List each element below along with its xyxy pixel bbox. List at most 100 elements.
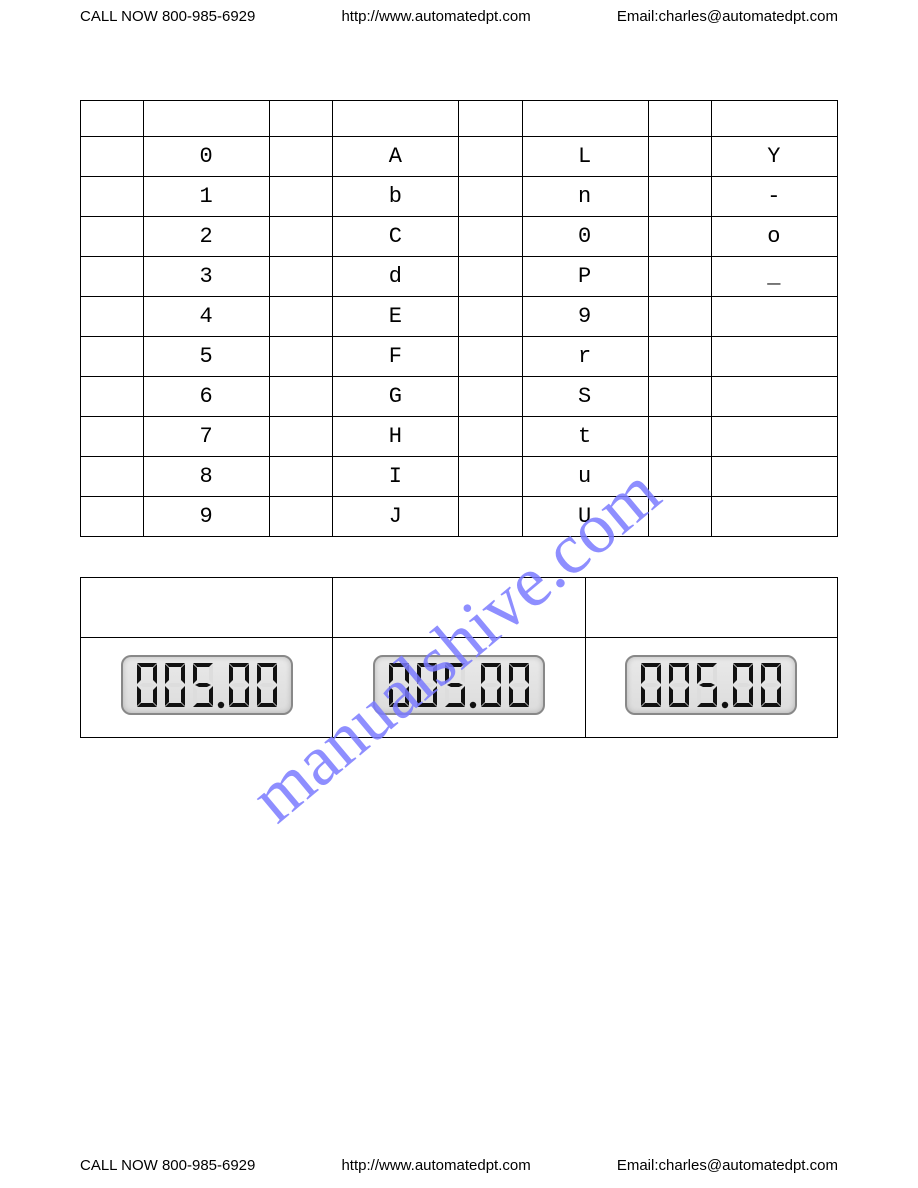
table-cell: 0 xyxy=(522,217,648,257)
lcd-display xyxy=(625,655,797,715)
table-cell xyxy=(81,217,144,257)
table-cell xyxy=(459,217,522,257)
table-cell xyxy=(648,177,711,217)
table-cell xyxy=(270,297,333,337)
table-cell: 1 xyxy=(144,177,270,217)
table-cell: d xyxy=(333,257,459,297)
table-cell xyxy=(270,137,333,177)
table-row: 8 Iu xyxy=(81,457,838,497)
table-header-cell xyxy=(81,101,144,137)
table-cell xyxy=(459,337,522,377)
table-cell: Y xyxy=(711,137,837,177)
table-cell xyxy=(711,377,837,417)
table-cell: - xyxy=(711,177,837,217)
table-cell xyxy=(459,497,522,537)
table-cell: 9 xyxy=(522,297,648,337)
table-cell: I xyxy=(333,457,459,497)
table-cell: 3 xyxy=(144,257,270,297)
table-cell xyxy=(459,177,522,217)
table-cell xyxy=(648,377,711,417)
table-cell xyxy=(81,137,144,177)
table-row: 6GS xyxy=(81,377,838,417)
table-row: 0ALY xyxy=(81,137,838,177)
table-header-cell xyxy=(711,101,837,137)
display-header-row xyxy=(81,578,838,638)
table-cell xyxy=(711,297,837,337)
table-header-cell xyxy=(522,101,648,137)
table-row: 9 J U xyxy=(81,497,838,537)
table-cell: n xyxy=(522,177,648,217)
table-cell: 2 xyxy=(144,217,270,257)
table-cell: J xyxy=(333,497,459,537)
footer-phone: CALL NOW 800-985-6929 xyxy=(80,1157,255,1174)
table-cell: 5 xyxy=(144,337,270,377)
display-body-row xyxy=(81,638,838,738)
table-cell xyxy=(459,457,522,497)
table-cell xyxy=(81,457,144,497)
table-cell xyxy=(648,337,711,377)
table-row: 5Fr xyxy=(81,337,838,377)
table-row: 2 C 0 o xyxy=(81,217,838,257)
table-cell: 0 xyxy=(144,137,270,177)
table-cell: 8 xyxy=(144,457,270,497)
table-cell: U xyxy=(522,497,648,537)
table-cell: o xyxy=(711,217,837,257)
table-cell xyxy=(648,417,711,457)
table-cell: 6 xyxy=(144,377,270,417)
table-cell xyxy=(459,137,522,177)
table-cell xyxy=(648,457,711,497)
table-cell xyxy=(81,377,144,417)
page-footer: CALL NOW 800-985-6929 http://www.automat… xyxy=(0,1157,918,1174)
table-row: 1bn- xyxy=(81,177,838,217)
table-header-cell xyxy=(144,101,270,137)
table-cell: F xyxy=(333,337,459,377)
table-header-cell xyxy=(270,101,333,137)
table-cell: H xyxy=(333,417,459,457)
table-header-row xyxy=(81,101,838,137)
table-cell: t xyxy=(522,417,648,457)
table-cell xyxy=(648,497,711,537)
table-row: 7 Ht xyxy=(81,417,838,457)
lcd-display xyxy=(121,655,293,715)
content-area: 0ALY1bn-2C0o3dP_4E95Fr6GS7Ht8Iu9JU xyxy=(80,100,838,738)
table-cell xyxy=(648,257,711,297)
table-cell xyxy=(270,497,333,537)
table-cell: u xyxy=(522,457,648,497)
table-cell: S xyxy=(522,377,648,417)
table-cell xyxy=(270,417,333,457)
display-cell xyxy=(333,638,585,738)
table-cell: E xyxy=(333,297,459,337)
table-cell xyxy=(459,377,522,417)
display-header-cell xyxy=(333,578,585,638)
table-cell: _ xyxy=(711,257,837,297)
header-phone: CALL NOW 800-985-6929 xyxy=(80,8,255,25)
table-cell: C xyxy=(333,217,459,257)
table-cell xyxy=(711,417,837,457)
header-email: Email:charles@automatedpt.com xyxy=(617,8,838,25)
table-cell xyxy=(270,217,333,257)
table-cell xyxy=(648,297,711,337)
table-cell xyxy=(270,337,333,377)
table-cell xyxy=(81,297,144,337)
lcd-display xyxy=(373,655,545,715)
table-row: 3 d P _ xyxy=(81,257,838,297)
table-cell xyxy=(459,417,522,457)
table-cell xyxy=(270,257,333,297)
table-cell xyxy=(270,457,333,497)
table-cell: P xyxy=(522,257,648,297)
table-cell xyxy=(81,337,144,377)
table-cell xyxy=(81,257,144,297)
display-header-cell xyxy=(585,578,837,638)
display-header-cell xyxy=(81,578,333,638)
table-cell: A xyxy=(333,137,459,177)
table-cell: 9 xyxy=(144,497,270,537)
table-cell xyxy=(711,337,837,377)
table-cell: 4 xyxy=(144,297,270,337)
table-cell: 7 xyxy=(144,417,270,457)
table-row: 4 E 9 xyxy=(81,297,838,337)
table-header-cell xyxy=(333,101,459,137)
table-cell xyxy=(81,497,144,537)
table-header-cell xyxy=(648,101,711,137)
footer-url: http://www.automatedpt.com xyxy=(341,1157,530,1174)
table-cell xyxy=(270,377,333,417)
